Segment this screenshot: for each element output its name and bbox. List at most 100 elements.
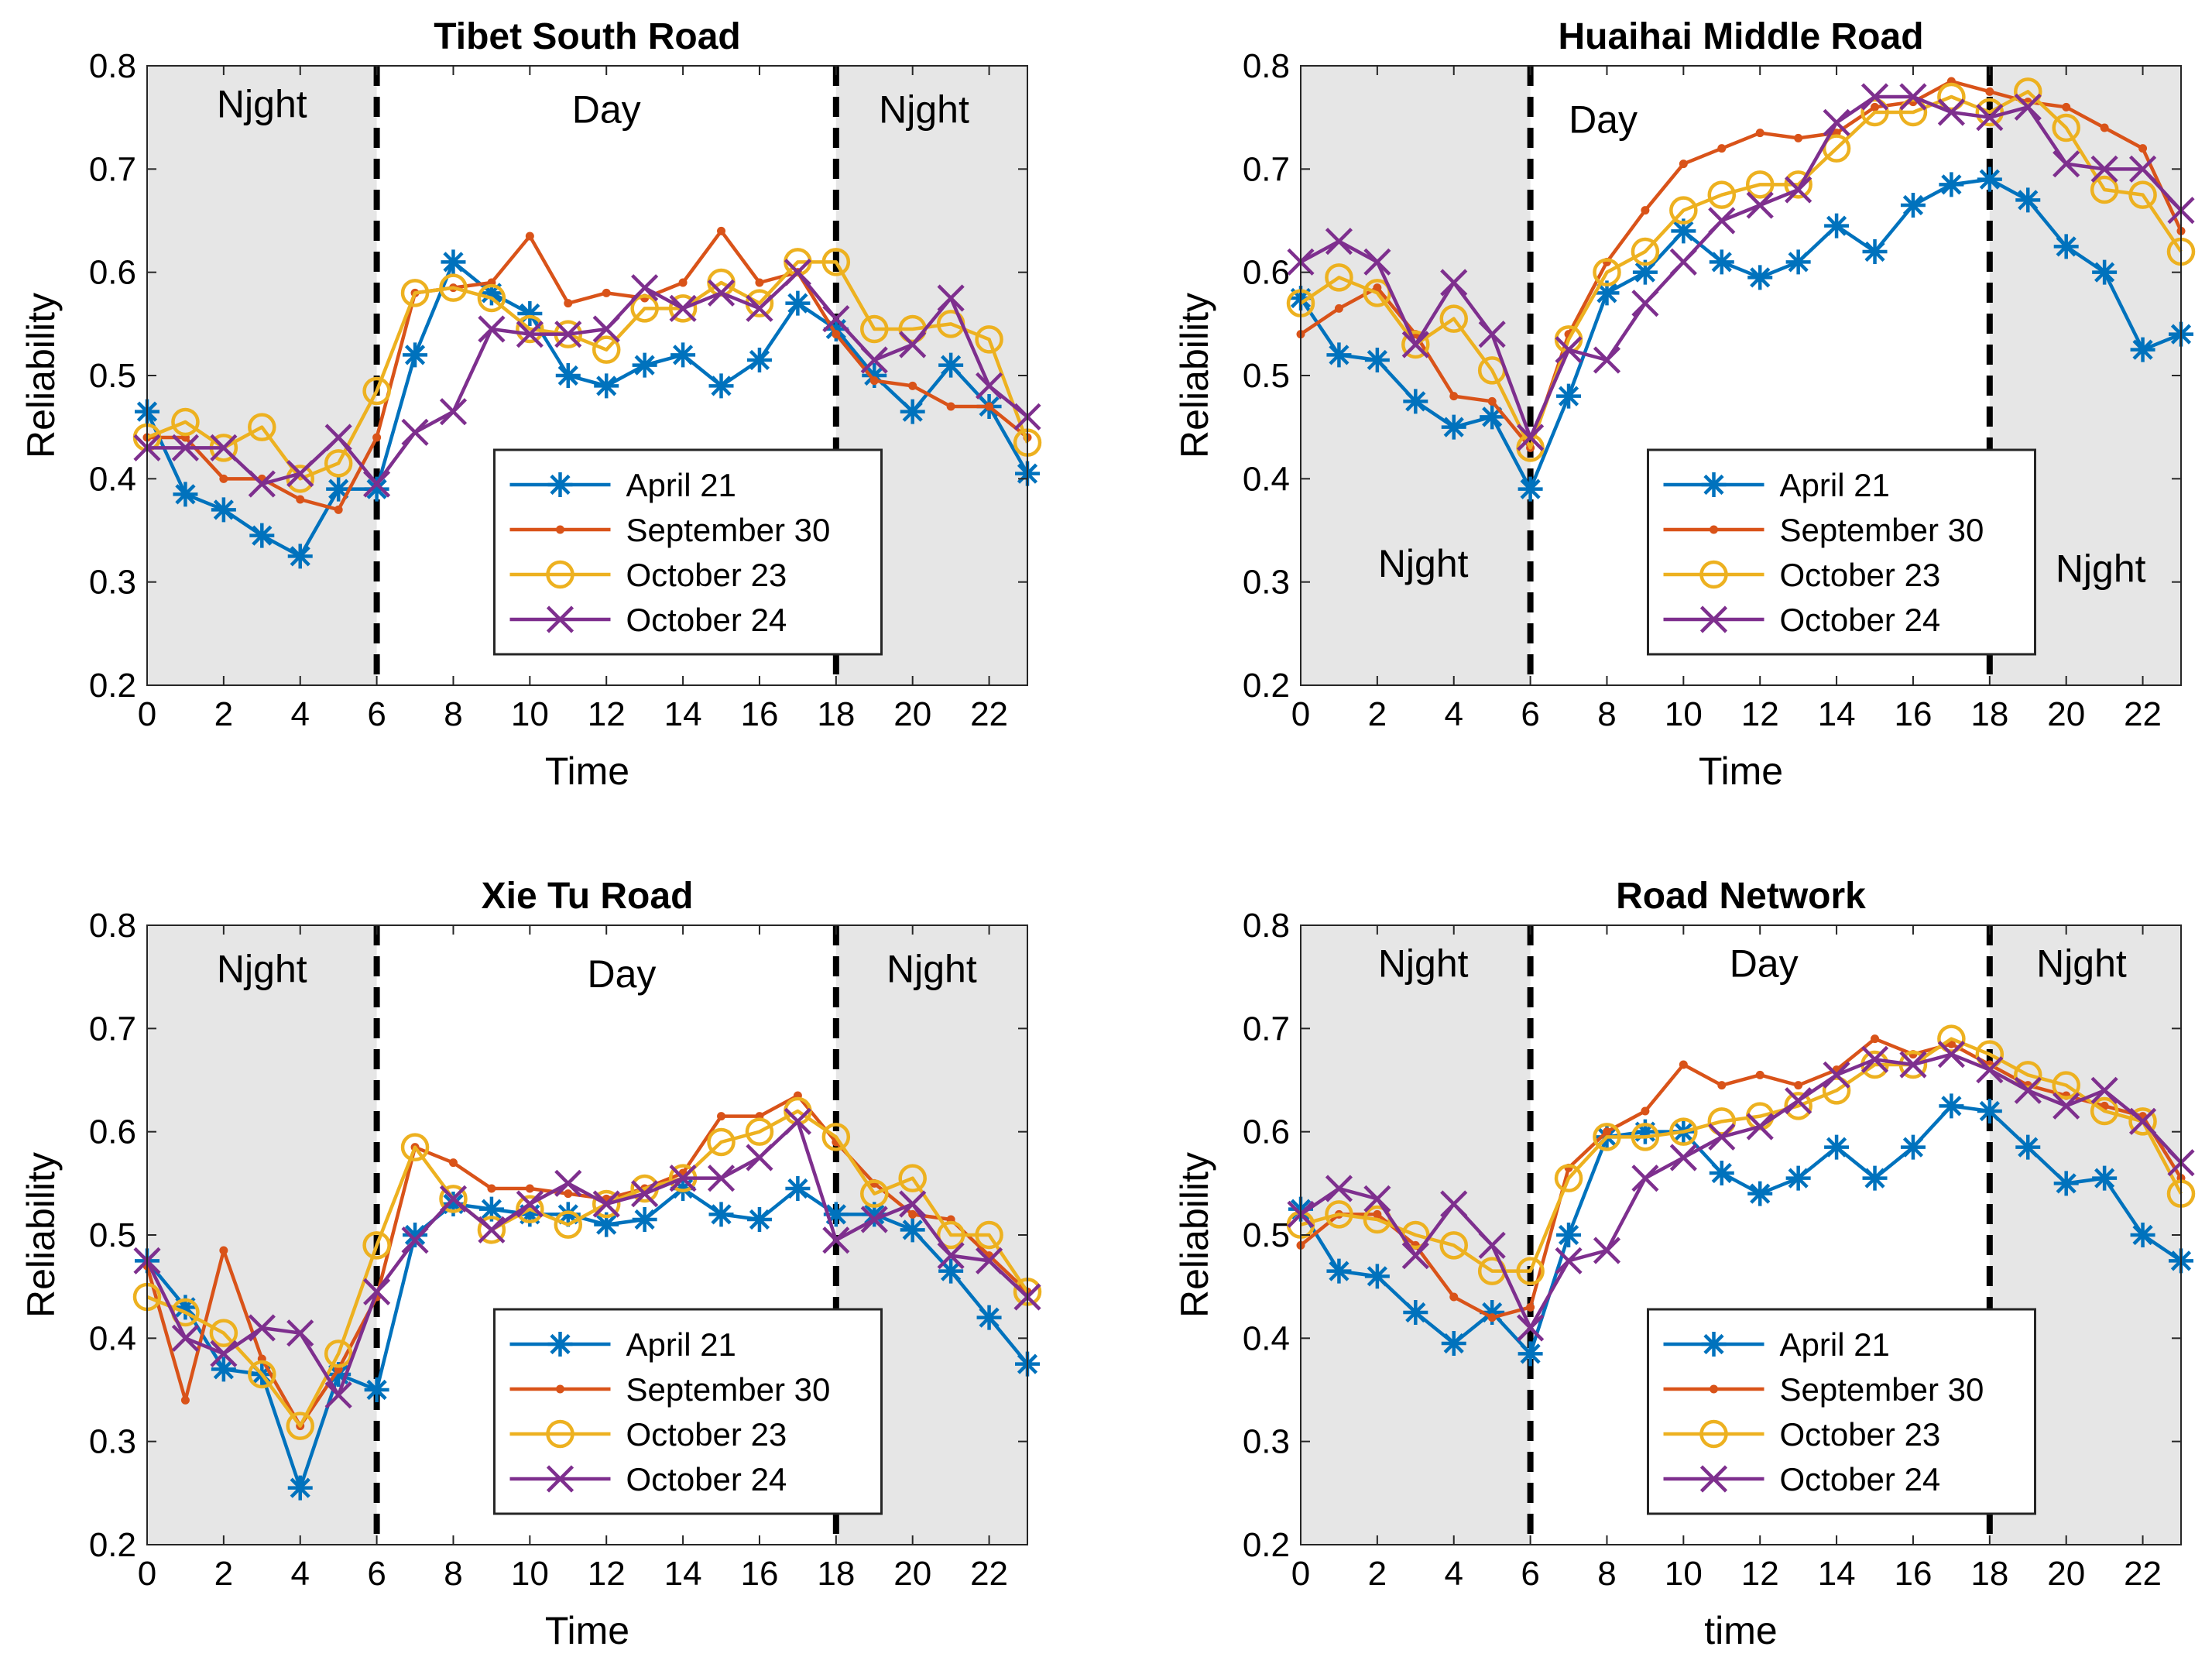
circle-marker (1554, 1164, 1583, 1192)
dot-marker (1717, 1081, 1727, 1090)
dot-marker (334, 505, 343, 514)
region-label-0: Njght (1378, 542, 1469, 585)
x-tick-label: 10 (1665, 1555, 1703, 1593)
star-marker (1441, 414, 1466, 440)
x-tick-label: 2 (1368, 695, 1387, 733)
star-marker (1862, 1165, 1888, 1191)
x-marker (2053, 1092, 2080, 1120)
x-marker (1325, 228, 1353, 256)
series-line-3 (1299, 94, 2183, 440)
x-marker (324, 1381, 352, 1409)
star-marker (1747, 1181, 1773, 1206)
x-marker (899, 1190, 927, 1218)
dot-marker (1794, 1081, 1803, 1090)
x-tick-label: 22 (970, 1555, 1008, 1593)
x-tick-label: 8 (444, 695, 462, 733)
x-tick-label: 8 (444, 1555, 462, 1593)
star-marker (1701, 472, 1727, 497)
circle-marker (286, 1412, 314, 1440)
legend: April 21 September 30 October 23 October 24 (493, 448, 883, 656)
x-tick-label: 16 (1894, 1555, 1932, 1593)
star-marker (746, 1207, 772, 1232)
region-label-2: Njght (2056, 547, 2146, 591)
y-tick-label: 0.4 (1243, 460, 1290, 498)
x-marker (707, 1165, 736, 1192)
star-marker (938, 1258, 964, 1284)
circle-marker (248, 413, 276, 441)
region-label-1: Day (1569, 98, 1638, 142)
circle-marker (546, 560, 574, 589)
legend-label-3: October 24 (1780, 602, 1941, 638)
x-marker (2014, 1076, 2042, 1104)
circle-marker (248, 1360, 276, 1389)
x-tick-label: 16 (1894, 695, 1932, 733)
x-axis-label: time (1704, 1609, 1777, 1652)
x-marker (171, 1324, 200, 1352)
x-tick-label: 0 (1291, 695, 1310, 733)
circle-marker (1699, 560, 1728, 589)
x-marker (1440, 269, 1468, 297)
y-tick-label: 0.7 (1243, 150, 1290, 188)
series-line-3 (147, 270, 1029, 486)
series-line-2 (1299, 90, 2183, 450)
x-marker (1517, 1314, 1545, 1342)
dot-marker (1871, 1034, 1880, 1044)
x-marker (324, 424, 352, 451)
series-line-3 (145, 1120, 1029, 1397)
x-marker (1860, 1045, 1889, 1073)
star-marker (1518, 476, 1543, 502)
y-axis-label: Reliability (1173, 1152, 1216, 1318)
y-tick-label: 0.2 (1243, 1526, 1290, 1564)
chart-title: Tibet South Road (434, 16, 740, 57)
star-marker (900, 399, 925, 424)
x-marker (1746, 1113, 1774, 1141)
star-marker (1671, 218, 1696, 244)
x-marker (746, 1144, 773, 1171)
y-tick-label: 0.8 (89, 907, 136, 945)
x-tick-label: 20 (893, 1555, 931, 1593)
circle-marker (2128, 1107, 2157, 1136)
star-marker (287, 544, 313, 569)
star-marker (547, 472, 573, 497)
x-axis-label: Time (1699, 750, 1783, 793)
legend: April 21 September 30 October 23 October 24 (1647, 448, 2036, 656)
legend: April 21 September 30 October 23 October 24 (493, 1308, 883, 1515)
circle-marker (554, 1210, 583, 1239)
dot-marker (1985, 87, 1994, 96)
dot-marker (1487, 1313, 1497, 1322)
circle-marker (1325, 1200, 1353, 1229)
x-marker (401, 418, 429, 446)
legend-label-0: April 21 (1780, 1326, 1890, 1363)
chart-panel-2: Njght Day Njght 0 2 4 6 8 10 12 14 16 18 20 22 0.2 0.3 0.… (1173, 16, 2196, 793)
star-marker (1441, 1331, 1466, 1356)
x-marker (1937, 1041, 1965, 1069)
dot-marker (556, 1384, 564, 1394)
x-marker (546, 1465, 574, 1493)
dot-marker (1641, 1106, 1650, 1116)
dot-marker (1641, 206, 1650, 215)
circle-marker (1707, 180, 1737, 209)
circle-marker (439, 1185, 468, 1213)
dot-marker (832, 330, 841, 339)
x-marker (1631, 290, 1659, 317)
x-marker (1708, 207, 1736, 235)
star-marker (555, 363, 581, 388)
x-marker (210, 1340, 238, 1367)
x-marker (1517, 424, 1545, 451)
circle-marker (821, 1123, 851, 1151)
y-tick-label: 0.3 (89, 1423, 136, 1461)
dot-marker (678, 278, 688, 287)
dot-marker (1717, 144, 1727, 153)
circle-marker (1669, 196, 1698, 225)
star-marker (1518, 1341, 1543, 1367)
star-marker (1364, 348, 1390, 372)
circle-marker (1860, 98, 1889, 127)
dot-marker (755, 278, 764, 287)
circle-marker (1937, 1024, 1966, 1053)
circle-marker (477, 1216, 506, 1244)
circle-marker (2090, 175, 2119, 204)
circle-marker (1669, 1117, 1698, 1146)
circle-marker (1325, 263, 1353, 292)
y-axis-label: Reliability (19, 1152, 63, 1318)
